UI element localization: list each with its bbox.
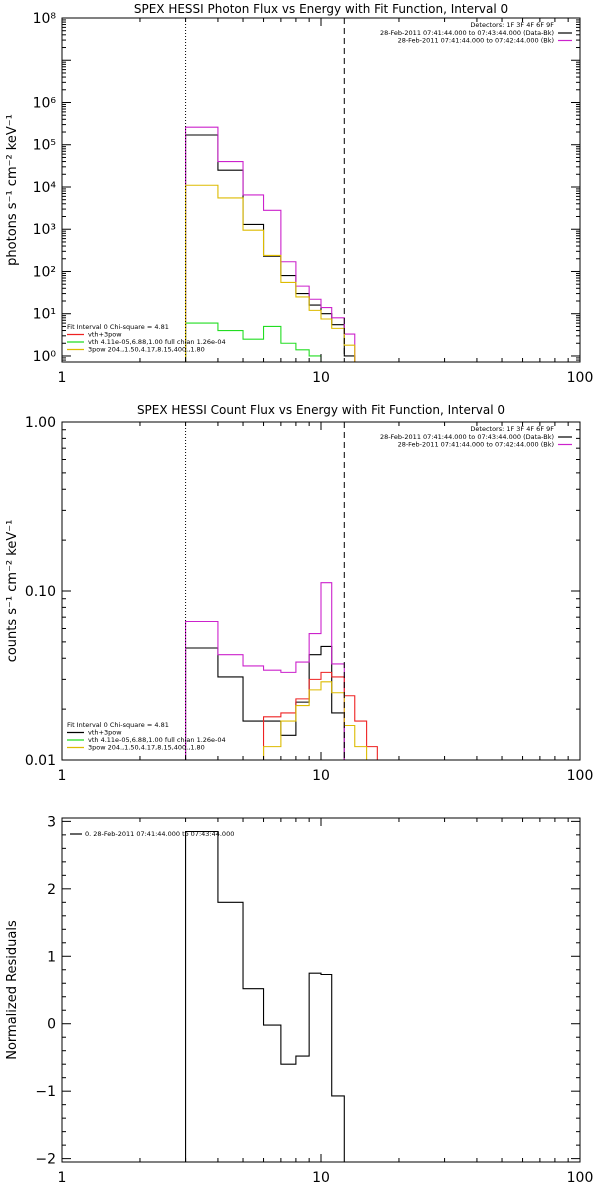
fit-legend-entry: vth 4.11e-05,6.88,1.00 full chian 1.26e-…	[88, 736, 226, 744]
x-tick-label: 1	[58, 768, 67, 784]
x-tick-label: 10	[312, 768, 330, 784]
fit-legend-entry: vth+3pow	[88, 729, 122, 737]
y-tick-label: −1	[35, 1084, 56, 1100]
series-group	[185, 126, 356, 362]
panel-3: Normalized Residuals 1 10 100 −2 −1 0 1 2 3 0. 28-…	[5, 814, 593, 1186]
fit-legend-header: Fit Interval 0 Chi-square = 4.81	[67, 323, 169, 331]
series-line-data	[185, 645, 368, 760]
y-tick-label: −2	[35, 1152, 56, 1168]
chart-title: SPEX HESSI Count Flux vs Energy with Fit…	[137, 403, 505, 417]
fit-legend-entry: vth 4.11e-05,6.88,1.00 full chian 1.26e-…	[88, 338, 226, 346]
chart-title: SPEX HESSI Photon Flux vs Energy with Fi…	[134, 2, 508, 16]
legend-header: Detectors: 1F 3F 4F 6F 9F	[470, 425, 554, 433]
y-axis-label: Normalized Residuals	[5, 920, 20, 1060]
y-tick-label: 10¹	[33, 307, 56, 323]
y-tick-label: 0.10	[25, 584, 56, 600]
legend-entry-label: 28-Feb-2011 07:41:44.000 to 07:42:44.000…	[398, 441, 554, 449]
series-line-vth	[185, 322, 322, 362]
y-tick-label: 10⁸	[33, 11, 57, 27]
x-tick-label: 10	[312, 1170, 330, 1186]
y-tick-label: 0	[47, 1017, 56, 1033]
fit-legend-entry: vth+3pow	[88, 331, 122, 339]
legend-entry-label: 0. 28-Feb-2011 07:41:44.000 to 07:43:44.…	[85, 830, 234, 838]
y-tick-label: 10⁰	[33, 349, 57, 365]
panel-2: SPEX HESSI Count Flux vs Energy with Fit…	[5, 403, 593, 784]
series-line-3pow	[242, 681, 378, 760]
y-tick-label: 0.01	[25, 753, 56, 769]
legend-header: Detectors: 1F 3F 4F 6F 9F	[470, 21, 554, 29]
fit-legend-entry: 3pow 204.,1.50,4.17,8.15,400.,1.80	[88, 346, 205, 354]
y-axis-label: photons s⁻¹ cm⁻² keV⁻¹	[5, 114, 20, 266]
x-tick-label: 100	[567, 768, 594, 784]
series-line-vth-3pow	[185, 126, 356, 362]
x-tick-label: 10	[312, 370, 330, 386]
series-line-residuals	[185, 830, 345, 1162]
y-tick-label: 10²	[33, 264, 56, 280]
panel-1: SPEX HESSI Photon Flux vs Energy with Fi…	[5, 2, 593, 386]
legend-entry-label: 28-Feb-2011 07:41:44.000 to 07:42:44.000…	[398, 37, 554, 45]
x-tick-label: 100	[567, 370, 594, 386]
series-line-3pow	[185, 184, 356, 362]
y-axis-label: counts s⁻¹ cm⁻² keV⁻¹	[5, 520, 20, 663]
fit-legend-entry: 3pow 204.,1.50,4.17,8.15,400.,1.80	[88, 744, 205, 752]
x-tick-label: 1	[58, 1170, 67, 1186]
legend-entry-label: 28-Feb-2011 07:41:44.000 to 07:43:44.000…	[380, 433, 554, 441]
plot-frame	[61, 817, 581, 1163]
x-tick-label: 100	[567, 1170, 594, 1186]
series-line-vth-3pow-fit	[262, 671, 378, 760]
y-tick-label: 3	[47, 814, 56, 830]
series-group	[185, 830, 345, 1162]
series-group	[185, 582, 378, 760]
fit-legend-header: Fit Interval 0 Chi-square = 4.81	[67, 721, 169, 729]
y-tick-label: 1.00	[25, 415, 56, 431]
y-tick-label: 10⁵	[33, 138, 56, 154]
y-tick-label: 10⁶	[33, 95, 57, 111]
y-tick-label: 10³	[33, 222, 56, 238]
y-tick-label: 2	[47, 882, 56, 898]
x-tick-label: 1	[58, 370, 67, 386]
legend-entry-label: 28-Feb-2011 07:41:44.000 to 07:43:44.000…	[380, 29, 554, 37]
y-tick-label: 1	[47, 949, 56, 965]
y-tick-label: 10⁴	[33, 180, 57, 196]
series-line-vth-3pow	[185, 582, 356, 760]
series-line-data	[185, 134, 356, 362]
